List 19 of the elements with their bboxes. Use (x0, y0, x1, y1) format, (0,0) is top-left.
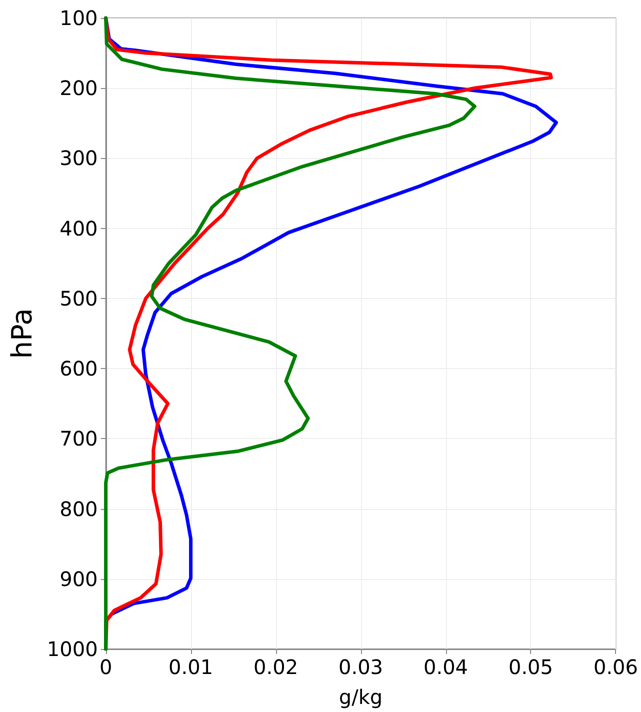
y-tick-label: 100 (60, 6, 98, 30)
y-tick-label: 1000 (46, 637, 98, 661)
x-tick-label: 0.05 (508, 655, 554, 679)
x-tick-label: 0.01 (168, 655, 214, 679)
y-tick-label: 300 (60, 146, 98, 170)
x-tick-label: 0.03 (338, 655, 384, 679)
y-tick-label: 600 (60, 356, 98, 381)
y-tick-label: 400 (60, 216, 98, 240)
x-tick-label: 0.04 (423, 655, 468, 679)
x-tick-label: 0.02 (254, 655, 298, 679)
y-tick-label: 200 (60, 76, 98, 100)
y-tick-label: 500 (60, 286, 98, 310)
y-tick-label: 900 (60, 566, 98, 591)
y-axis-title: hPa (6, 308, 38, 359)
y-tick-label: 700 (60, 426, 98, 451)
x-axis-title: g/kg (338, 685, 383, 709)
x-tick-label: 0.06 (593, 655, 638, 679)
y-tick-label: 800 (60, 496, 98, 521)
x-tick-label: 0 (99, 655, 112, 679)
